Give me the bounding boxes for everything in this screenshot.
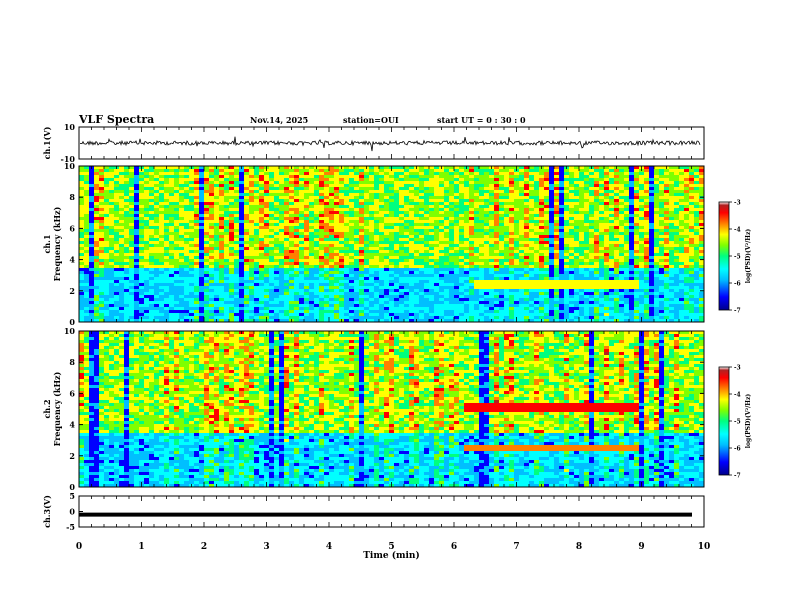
x-tick-label: 10: [698, 542, 711, 552]
colorbar: [718, 366, 730, 476]
x-tick-label: 9: [638, 542, 644, 552]
x-tick-label: 2: [201, 542, 207, 552]
spectrogram-ytick: 6: [69, 388, 75, 398]
x-tick-label: 4: [326, 542, 332, 552]
x-tick-label: 3: [263, 542, 269, 552]
spectrogram-ylabel: Frequency (kHz): [52, 206, 62, 281]
ch3-ytick: -5: [66, 522, 75, 532]
colorbar-tick-label: -5: [734, 419, 741, 426]
x-tick-label: 0: [76, 542, 82, 552]
colorbar-label: log(PSD)(V²/Hz): [745, 229, 752, 284]
spectrogram-ytick: 0: [69, 317, 75, 327]
ch3-ylabel: ch.3(V): [42, 495, 52, 528]
x-tick-label: 6: [451, 542, 457, 552]
spectrogram-ytick: 6: [69, 223, 75, 233]
spectrogram-ytick: 8: [69, 192, 75, 202]
start-time-label: start UT = 0 : 30 : 0: [437, 115, 526, 125]
ch1-spectrogram: [79, 166, 705, 323]
colorbar-tick-label: -7: [734, 308, 741, 315]
spectrogram-ytick: 0: [69, 482, 75, 492]
colorbar-tick-label: -6: [734, 281, 741, 288]
colorbar-tick-label: -7: [734, 473, 741, 480]
colorbar-tick-label: -6: [734, 446, 741, 453]
spectrogram-ytick: 10: [64, 326, 76, 336]
colorbar-tick-label: -5: [734, 254, 741, 261]
ch3-ytick: 0: [69, 507, 75, 517]
ch2-spectrogram: [79, 331, 705, 488]
ch1-ylabel: ch.1(V): [42, 126, 52, 159]
spectrogram-ytick: 10: [64, 161, 76, 171]
page-title: VLF Spectra: [79, 113, 155, 126]
colorbar-tick-label: -4: [734, 392, 741, 399]
x-tick-label: 7: [513, 542, 519, 552]
colorbar: [718, 201, 730, 311]
spectrogram-ytick: 4: [69, 255, 75, 265]
ch1-trace: [79, 136, 701, 152]
spectrogram-ytick: 4: [69, 420, 75, 430]
colorbar-label: log(PSD)(V²/Hz): [745, 394, 752, 449]
colorbar-tick-label: -4: [734, 227, 741, 234]
colorbar-tick-label: -3: [734, 365, 741, 372]
date-label: Nov.14, 2025: [250, 115, 309, 125]
spectrogram-ylabel: Frequency (kHz): [52, 371, 62, 446]
colorbar-tick-label: -3: [734, 200, 741, 207]
spectrogram-ytick: 2: [69, 451, 75, 461]
spectrogram-ylabel: ch.2: [42, 399, 52, 418]
x-tick-label: 8: [576, 542, 582, 552]
x-tick-label: 5: [388, 542, 394, 552]
station-label: station=OUI: [343, 115, 399, 125]
ch1-ytick: -10: [61, 154, 76, 164]
x-tick-label: 1: [138, 542, 144, 552]
ch3-ytick: 5: [69, 491, 75, 501]
ch1-ytick: 10: [64, 122, 76, 132]
spectrogram-ytick: 8: [69, 357, 75, 367]
x-axis-label: Time (min): [363, 550, 420, 561]
spectrogram-ylabel: ch.1: [42, 234, 52, 253]
spectrogram-ytick: 2: [69, 286, 75, 296]
